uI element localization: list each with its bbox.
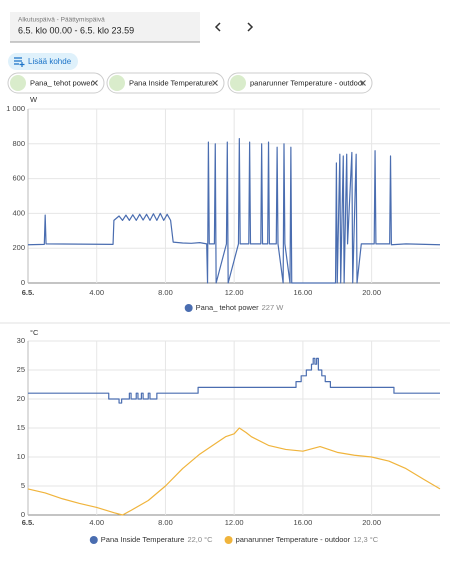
date-label: Alkutuspäivä - Päättymispäivä — [18, 17, 105, 24]
y-tick-label: 25 — [17, 365, 25, 374]
y-tick-label: 10 — [17, 452, 25, 461]
add-icon — [14, 57, 25, 67]
y-tick-label: 200 — [12, 243, 25, 252]
x-tick-label: 8.00 — [158, 288, 173, 297]
y-tick-label: 600 — [12, 174, 25, 183]
line-series — [27, 137, 441, 284]
line-series — [27, 427, 441, 516]
chip[interactable] — [7, 72, 105, 94]
x-tick-label: 12.00 — [225, 288, 244, 297]
legend-value: 227 W — [262, 303, 285, 312]
legend-value: 12,3 °C — [353, 535, 379, 544]
x-tick-label: 16.00 — [294, 518, 313, 527]
y-tick-label: 800 — [12, 139, 25, 148]
chip-icon — [109, 75, 125, 91]
y-tick-label: 400 — [12, 208, 25, 217]
legend-swatch — [184, 304, 193, 312]
y-tick-label: 5 — [21, 481, 25, 490]
x-tick-label: 12.00 — [225, 518, 244, 527]
date-value: 6.5. klo 00.00 - 6.5. klo 23.59 — [18, 25, 134, 35]
y-unit: W — [30, 95, 38, 104]
y-unit: °C — [30, 328, 39, 337]
legend: Pana_ tehot power 227 W — [184, 303, 285, 312]
chip-label: panarunner Temperature - outdoor — [250, 78, 365, 87]
x-tick-label: 6.5. — [22, 288, 35, 297]
y-tick-label: 1 000 — [6, 104, 25, 113]
x-tick-label: 16.00 — [294, 288, 313, 297]
chip-icon — [230, 75, 246, 91]
y-tick-label: 15 — [17, 423, 25, 432]
x-tick-label: 8.00 — [158, 518, 173, 527]
y-tick-label: 0 — [21, 510, 25, 519]
x-tick-label: 20.00 — [362, 288, 381, 297]
chip-close[interactable] — [92, 80, 98, 86]
legend: Pana Inside Temperature 22,0 °C panarunner… — [89, 535, 379, 544]
prev-arrow[interactable] — [214, 22, 221, 32]
date-picker[interactable] — [10, 12, 200, 42]
x-tick-label: 4.00 — [89, 288, 104, 297]
x-tick-label: 4.00 — [89, 518, 104, 527]
y-tick-label: 20 — [17, 394, 25, 403]
x-tick-label: 6.5. — [22, 518, 35, 527]
chips: Pana_ tehot power Pana Inside Temperature… — [7, 72, 373, 94]
add-button[interactable] — [8, 53, 78, 70]
chip[interactable] — [106, 72, 225, 94]
chip-icon — [10, 75, 26, 91]
chip-label: Pana_ tehot power — [30, 78, 93, 87]
next-arrow[interactable] — [247, 22, 254, 32]
legend-value: 22,0 °C — [187, 535, 213, 544]
legend-label: panarunner Temperature - outdoor — [236, 535, 351, 544]
legend-label: Pana Inside Temperature — [101, 535, 185, 544]
x-tick-label: 20.00 — [362, 518, 381, 527]
chip-close[interactable] — [212, 80, 218, 86]
line-series — [28, 357, 440, 404]
chip-close[interactable] — [360, 80, 366, 86]
y-tick-label: 30 — [17, 336, 25, 345]
chip[interactable] — [227, 72, 373, 94]
legend-label: Pana_ tehot power — [196, 303, 259, 312]
y-tick-label: 0 — [21, 278, 25, 287]
chip-label: Pana Inside Temperature — [129, 78, 213, 87]
legend-swatch — [89, 536, 98, 544]
legend-swatch — [224, 536, 233, 544]
add-button-label: Lisää kohde — [28, 57, 72, 66]
